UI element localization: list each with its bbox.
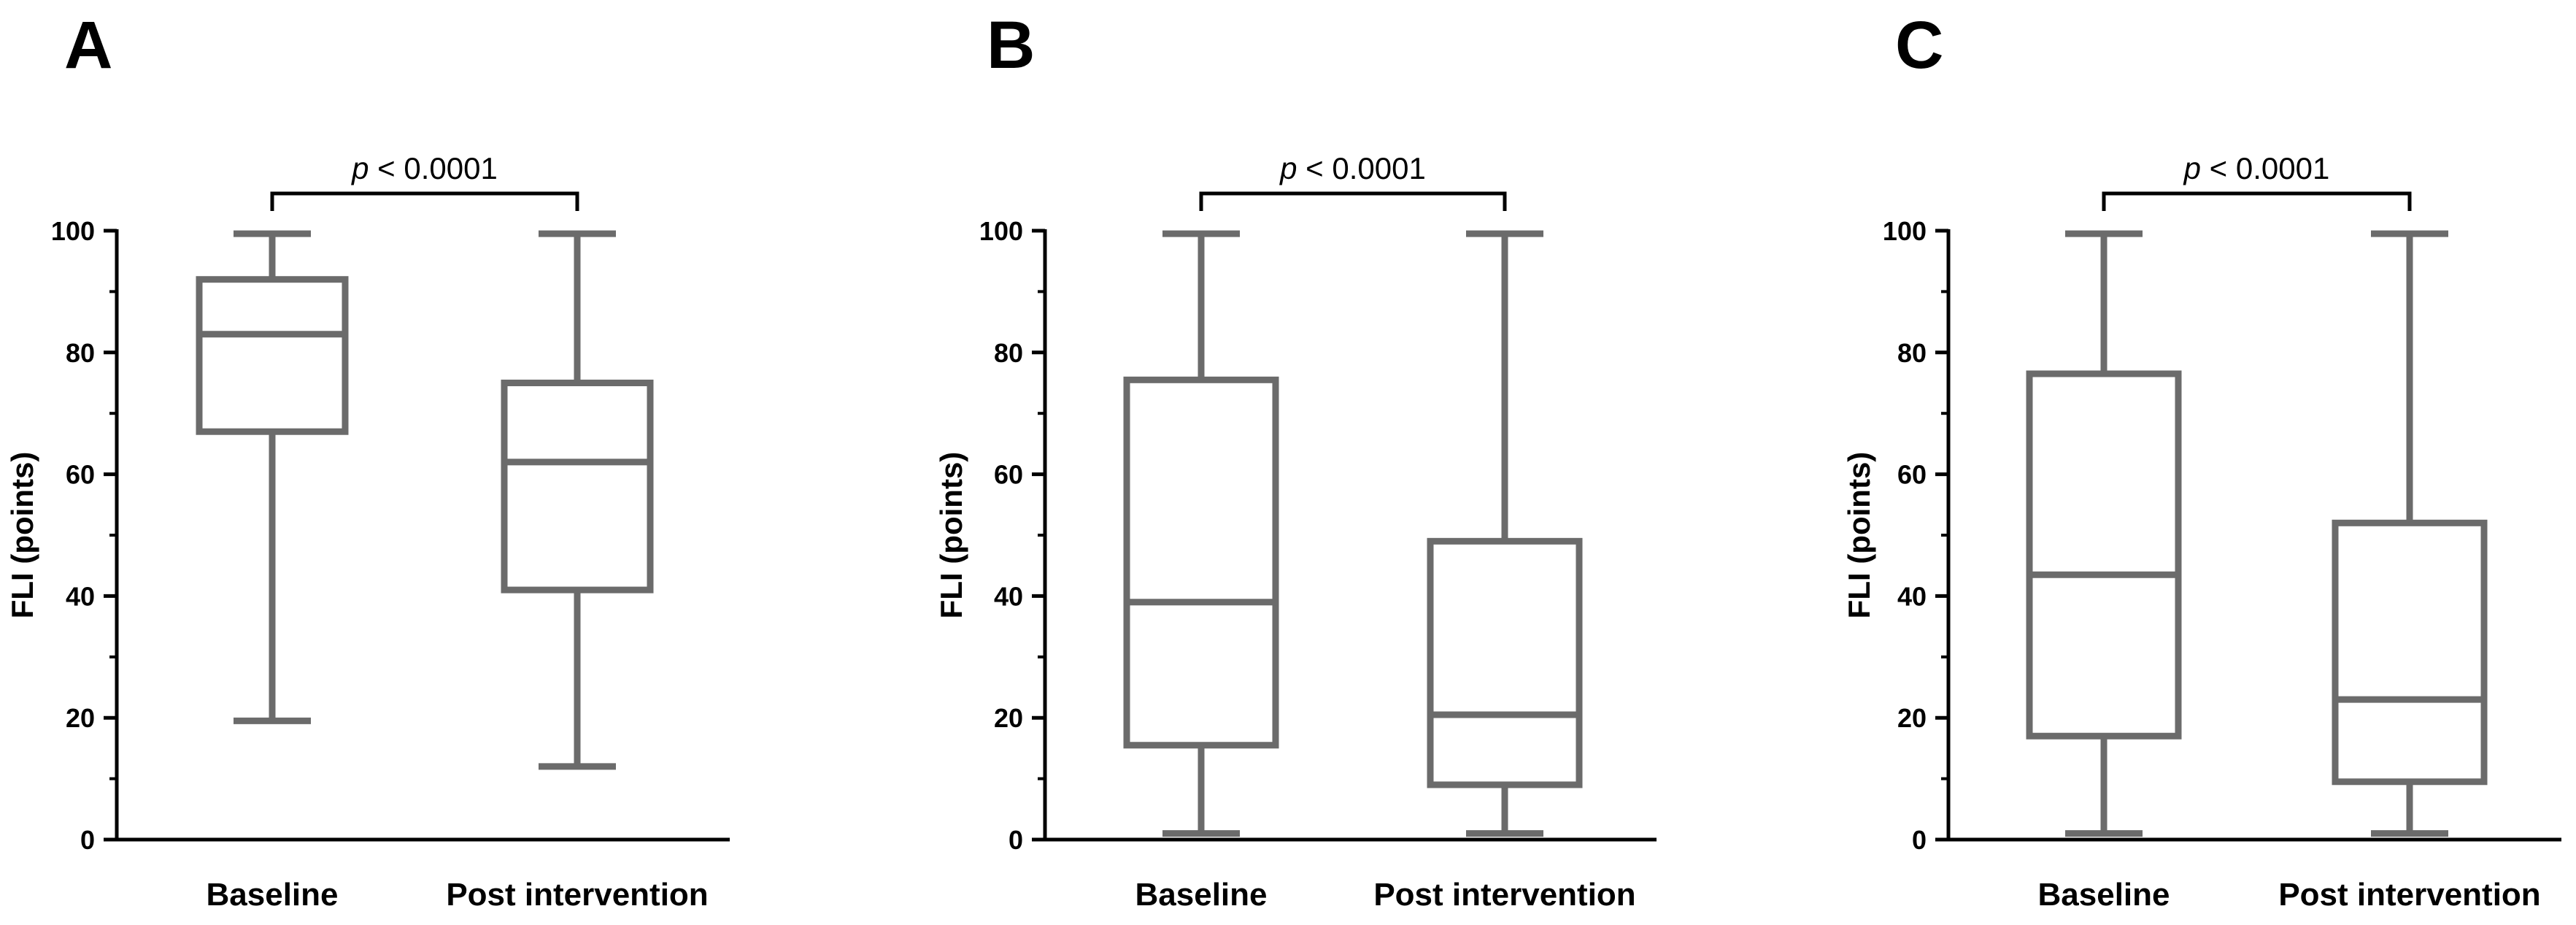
y-tick-label: 100 <box>51 216 95 246</box>
box-baseline <box>1123 230 1279 837</box>
y-tick-label: 60 <box>1897 460 1927 490</box>
p-value-annotation: p < 0.0001 <box>350 151 498 185</box>
box-post-intervention <box>1427 230 1583 837</box>
y-tick-label: 0 <box>1912 825 1927 855</box>
box-baseline <box>2026 230 2182 837</box>
panel-a: A 0 20 40 60 80 100 FLI (points) Baseline Post in… <box>5 8 730 913</box>
p-italic: p <box>350 151 369 185</box>
y-tick-label: 20 <box>66 703 95 733</box>
significance-bracket <box>270 191 579 211</box>
panel-letter: B <box>987 8 1035 82</box>
y-tick-label: 20 <box>1897 703 1927 733</box>
p-value-text: < 0.0001 <box>2201 151 2329 185</box>
p-value-text: < 0.0001 <box>1297 151 1426 185</box>
y-tick-label: 100 <box>979 216 1023 246</box>
significance-bracket <box>1199 191 1507 211</box>
significance-bracket <box>2102 191 2412 211</box>
y-tick-label: 80 <box>994 338 1023 368</box>
panel-letter: A <box>64 8 112 82</box>
iqr-box <box>2026 370 2182 740</box>
y-tick-label: 60 <box>994 460 1023 490</box>
box-baseline <box>196 230 349 724</box>
y-tick-label: 80 <box>66 338 95 368</box>
y-axis-label: FLI (points) <box>5 452 39 619</box>
category-label: Baseline <box>207 877 339 913</box>
y-tick-label: 0 <box>1009 825 1023 855</box>
category-label: Baseline <box>2038 877 2170 913</box>
iqr-box <box>2332 519 2488 786</box>
y-tick-label: 60 <box>66 460 95 490</box>
p-value-annotation: p < 0.0001 <box>2183 151 2330 185</box>
category-label: Post intervention <box>1373 877 1635 913</box>
iqr-box <box>1427 537 1583 788</box>
y-axis-label: FLI (points) <box>1842 452 1876 619</box>
p-value-text: < 0.0001 <box>369 151 498 185</box>
y-tick-label: 0 <box>80 825 95 855</box>
category-label: Baseline <box>1135 877 1268 913</box>
p-value-annotation: p < 0.0001 <box>1279 151 1426 185</box>
y-tick-label: 80 <box>1897 338 1927 368</box>
panel-letter: C <box>1895 8 1943 82</box>
box-post-intervention <box>501 230 654 770</box>
p-italic: p <box>2183 151 2201 185</box>
iqr-box <box>501 380 654 594</box>
iqr-box <box>196 276 349 435</box>
y-axis-label: FLI (points) <box>934 452 968 619</box>
p-italic: p <box>1279 151 1297 185</box>
y-tick-label: 40 <box>66 581 95 611</box>
y-tick-label: 40 <box>1897 581 1927 611</box>
y-tick-label: 100 <box>1883 216 1927 246</box>
category-label: Post intervention <box>2278 877 2540 913</box>
panel-c: C 0 20 40 60 80 100 FLI (points) Baseline Post in… <box>1842 8 2561 913</box>
iqr-box <box>1123 376 1279 749</box>
y-tick-label: 40 <box>994 581 1023 611</box>
box-post-intervention <box>2332 230 2488 837</box>
category-label: Post intervention <box>446 877 708 913</box>
y-tick-label: 20 <box>994 703 1023 733</box>
panel-b: B 0 20 40 60 80 100 FLI (points) Baseline Post in… <box>934 8 1657 913</box>
